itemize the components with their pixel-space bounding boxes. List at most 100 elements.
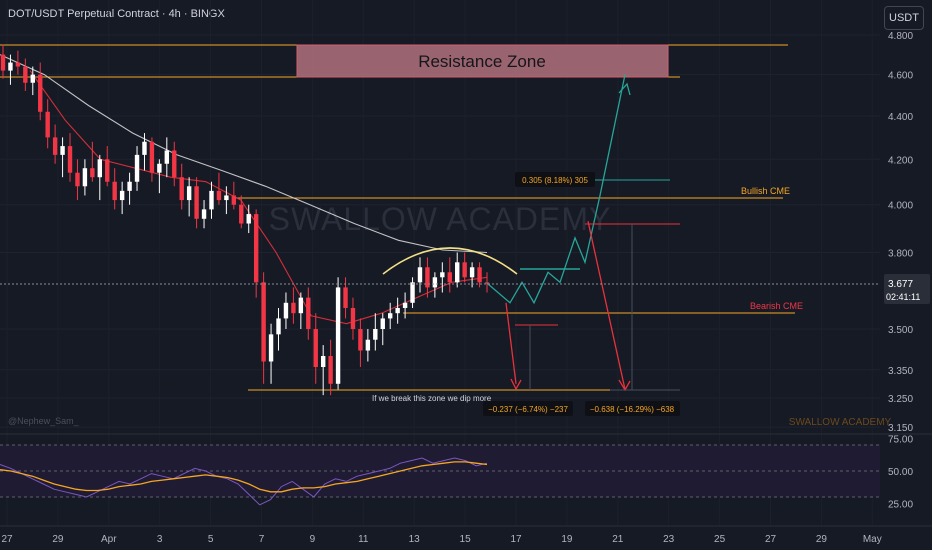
bearish-arrowhead-1 xyxy=(510,378,522,391)
bearish-path-1 xyxy=(505,302,517,384)
candle-body xyxy=(30,74,35,83)
time-tick-label: 25 xyxy=(714,534,726,545)
price-tag-value: 3.677 xyxy=(888,279,913,290)
price-tick-label: 4.000 xyxy=(888,201,913,212)
candle-body xyxy=(119,190,125,201)
time-tick-label: 21 xyxy=(612,534,624,545)
rsi-tick-label: 75.00 xyxy=(888,435,913,446)
rsi-tick-label: 50.00 xyxy=(888,467,913,478)
rsi-tick-label: 25.00 xyxy=(888,500,913,511)
candle-body xyxy=(402,302,408,308)
rsi-indicator: 75.00 50.00 25.00 xyxy=(0,435,913,511)
sma-fast-line xyxy=(29,70,488,325)
time-tick-label: 7 xyxy=(259,534,265,545)
time-tick-label: 23 xyxy=(663,534,675,545)
bullish-path xyxy=(486,74,626,305)
author-label: @Nephew_Sam_ xyxy=(8,416,80,426)
candles xyxy=(0,44,490,396)
price-tick-label: 3.800 xyxy=(888,248,913,259)
time-tick-label: May xyxy=(863,534,882,545)
bullish-arrowhead xyxy=(618,82,631,96)
candle-body xyxy=(395,307,400,314)
candle-body xyxy=(462,262,467,278)
sma-slow-line xyxy=(0,54,488,254)
candle-body xyxy=(261,282,266,362)
measure-down2-box xyxy=(585,401,680,416)
candle-body xyxy=(127,181,132,191)
time-tick-label: 27 xyxy=(1,534,13,545)
candle-body xyxy=(283,302,289,319)
price-tick-label: 4.800 xyxy=(888,31,913,42)
bearish-cme-label: Bearish CME xyxy=(750,301,803,311)
candle-body xyxy=(201,209,207,219)
watermark-small: SWALLOW ACADEMY xyxy=(789,417,892,428)
candle-body xyxy=(164,150,170,164)
candle-body xyxy=(38,74,43,112)
candle-body xyxy=(373,329,378,340)
bearish-path-2 xyxy=(587,221,626,390)
candle-body xyxy=(477,267,482,283)
candle-body xyxy=(45,111,50,138)
candle-body xyxy=(268,334,274,362)
time-tick-label: 29 xyxy=(816,534,828,545)
break-note: If we break this zone we dip more xyxy=(372,394,492,403)
resistance-zone-label: Resistance Zone xyxy=(418,52,546,71)
candle-body xyxy=(306,297,311,330)
candle-body xyxy=(328,355,333,384)
bullish-cme-label: Bullish CME xyxy=(741,186,790,196)
time-tick-label: Apr xyxy=(101,534,117,545)
candle-body xyxy=(112,181,117,201)
candle-body xyxy=(134,154,140,182)
candle-body xyxy=(75,172,80,187)
projection-paths xyxy=(486,74,631,392)
measure-up-label: 0.305 (8.18%) 305 xyxy=(522,176,588,185)
candle-body xyxy=(455,262,460,283)
candle-body xyxy=(157,163,162,173)
candle-body xyxy=(8,62,13,71)
candle-body xyxy=(0,54,6,71)
grid xyxy=(0,34,880,428)
candle-body xyxy=(320,355,326,368)
candle-body xyxy=(432,277,438,288)
price-tick-label: 4.400 xyxy=(888,112,913,123)
price-tick-label: 3.350 xyxy=(888,366,913,377)
measure-down2-label: −0.638 (−16.29%) −638 xyxy=(590,405,675,414)
time-axis[interactable]: 27 29 Apr 3 5 7 9 11 13 15 17 19 21 23 25 27 29 May xyxy=(1,534,881,545)
currency-button[interactable]: USDT xyxy=(884,6,924,30)
candle-body xyxy=(343,287,348,308)
candle-body xyxy=(142,141,147,155)
time-tick-label: 5 xyxy=(208,534,214,545)
time-tick-label: 11 xyxy=(358,534,369,545)
candle-body xyxy=(172,150,177,178)
price-tick-label: 4.600 xyxy=(888,71,913,82)
measure-down1-box xyxy=(483,401,573,416)
candle-body xyxy=(469,267,475,278)
candle-body xyxy=(298,297,304,314)
time-tick-label: 27 xyxy=(765,534,777,545)
candle-body xyxy=(291,302,296,314)
time-tick-label: 13 xyxy=(409,534,421,545)
measure-up-box xyxy=(515,172,595,187)
time-tick-label: 9 xyxy=(310,534,316,545)
candle-body xyxy=(209,190,214,210)
symbol-title: DOT/USDT Perpetual Contract · 4h · BINGX xyxy=(8,8,225,20)
candle-body xyxy=(313,329,318,368)
price-tag-countdown: 02:41:11 xyxy=(886,292,920,302)
time-tick-label: 15 xyxy=(460,534,472,545)
candle-body xyxy=(410,282,415,303)
candle-body xyxy=(52,137,58,155)
candle-body xyxy=(447,272,452,283)
price-tick-label: 4.200 xyxy=(888,155,913,166)
candle-body xyxy=(417,267,423,283)
rsi-ma-line xyxy=(0,461,488,493)
candle-body xyxy=(67,146,73,173)
price-tag xyxy=(884,274,930,304)
candle-body xyxy=(82,168,88,187)
price-axis[interactable]: 4.800 4.600 4.400 4.200 4.000 3.800 3.500 3.350… xyxy=(888,31,913,434)
candle-body xyxy=(358,329,363,351)
candle-body xyxy=(23,66,28,83)
candle-body xyxy=(90,168,95,178)
resistance-zone[interactable] xyxy=(296,44,669,78)
